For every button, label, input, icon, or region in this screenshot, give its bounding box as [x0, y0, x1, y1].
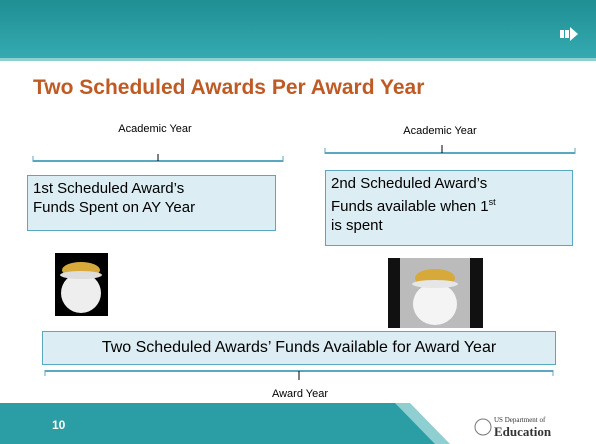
- slide-title: Two Scheduled Awards Per Award Year: [33, 76, 425, 99]
- left-bracket: [32, 154, 284, 162]
- bottom-bracket: [44, 370, 554, 380]
- logo-big: Education: [494, 424, 552, 439]
- header-band: [0, 0, 596, 58]
- text-line: is spent: [331, 217, 383, 234]
- left-box: 1st Scheduled Award’s Funds Spent on AY …: [27, 175, 276, 231]
- right-label: Academic Year: [403, 125, 477, 137]
- text: Funds available when 1: [331, 198, 489, 215]
- pot-image: [388, 258, 483, 328]
- bottom-label: Award Year: [271, 388, 329, 400]
- text-line: Funds Spent on AY Year: [33, 199, 196, 216]
- pot-image: [55, 253, 108, 316]
- footer-band: [0, 403, 492, 444]
- right-box: 2nd Scheduled Award’s Funds available wh…: [325, 170, 573, 246]
- logo-small: US Department of: [494, 416, 546, 424]
- superscript: st: [488, 197, 496, 207]
- text-line: 1st Scheduled Award’s: [33, 180, 185, 197]
- nav-icon: [560, 27, 578, 41]
- right-bracket: [324, 145, 576, 154]
- page-number: 10: [52, 418, 66, 432]
- text-line: 2nd Scheduled Award’s: [331, 175, 488, 192]
- text-line: Funds available when 1st: [331, 193, 567, 216]
- bottom-box: Two Scheduled Awards’ Funds Available fo…: [42, 331, 556, 365]
- left-label: Academic Year: [118, 123, 192, 135]
- header-rule: [0, 58, 596, 61]
